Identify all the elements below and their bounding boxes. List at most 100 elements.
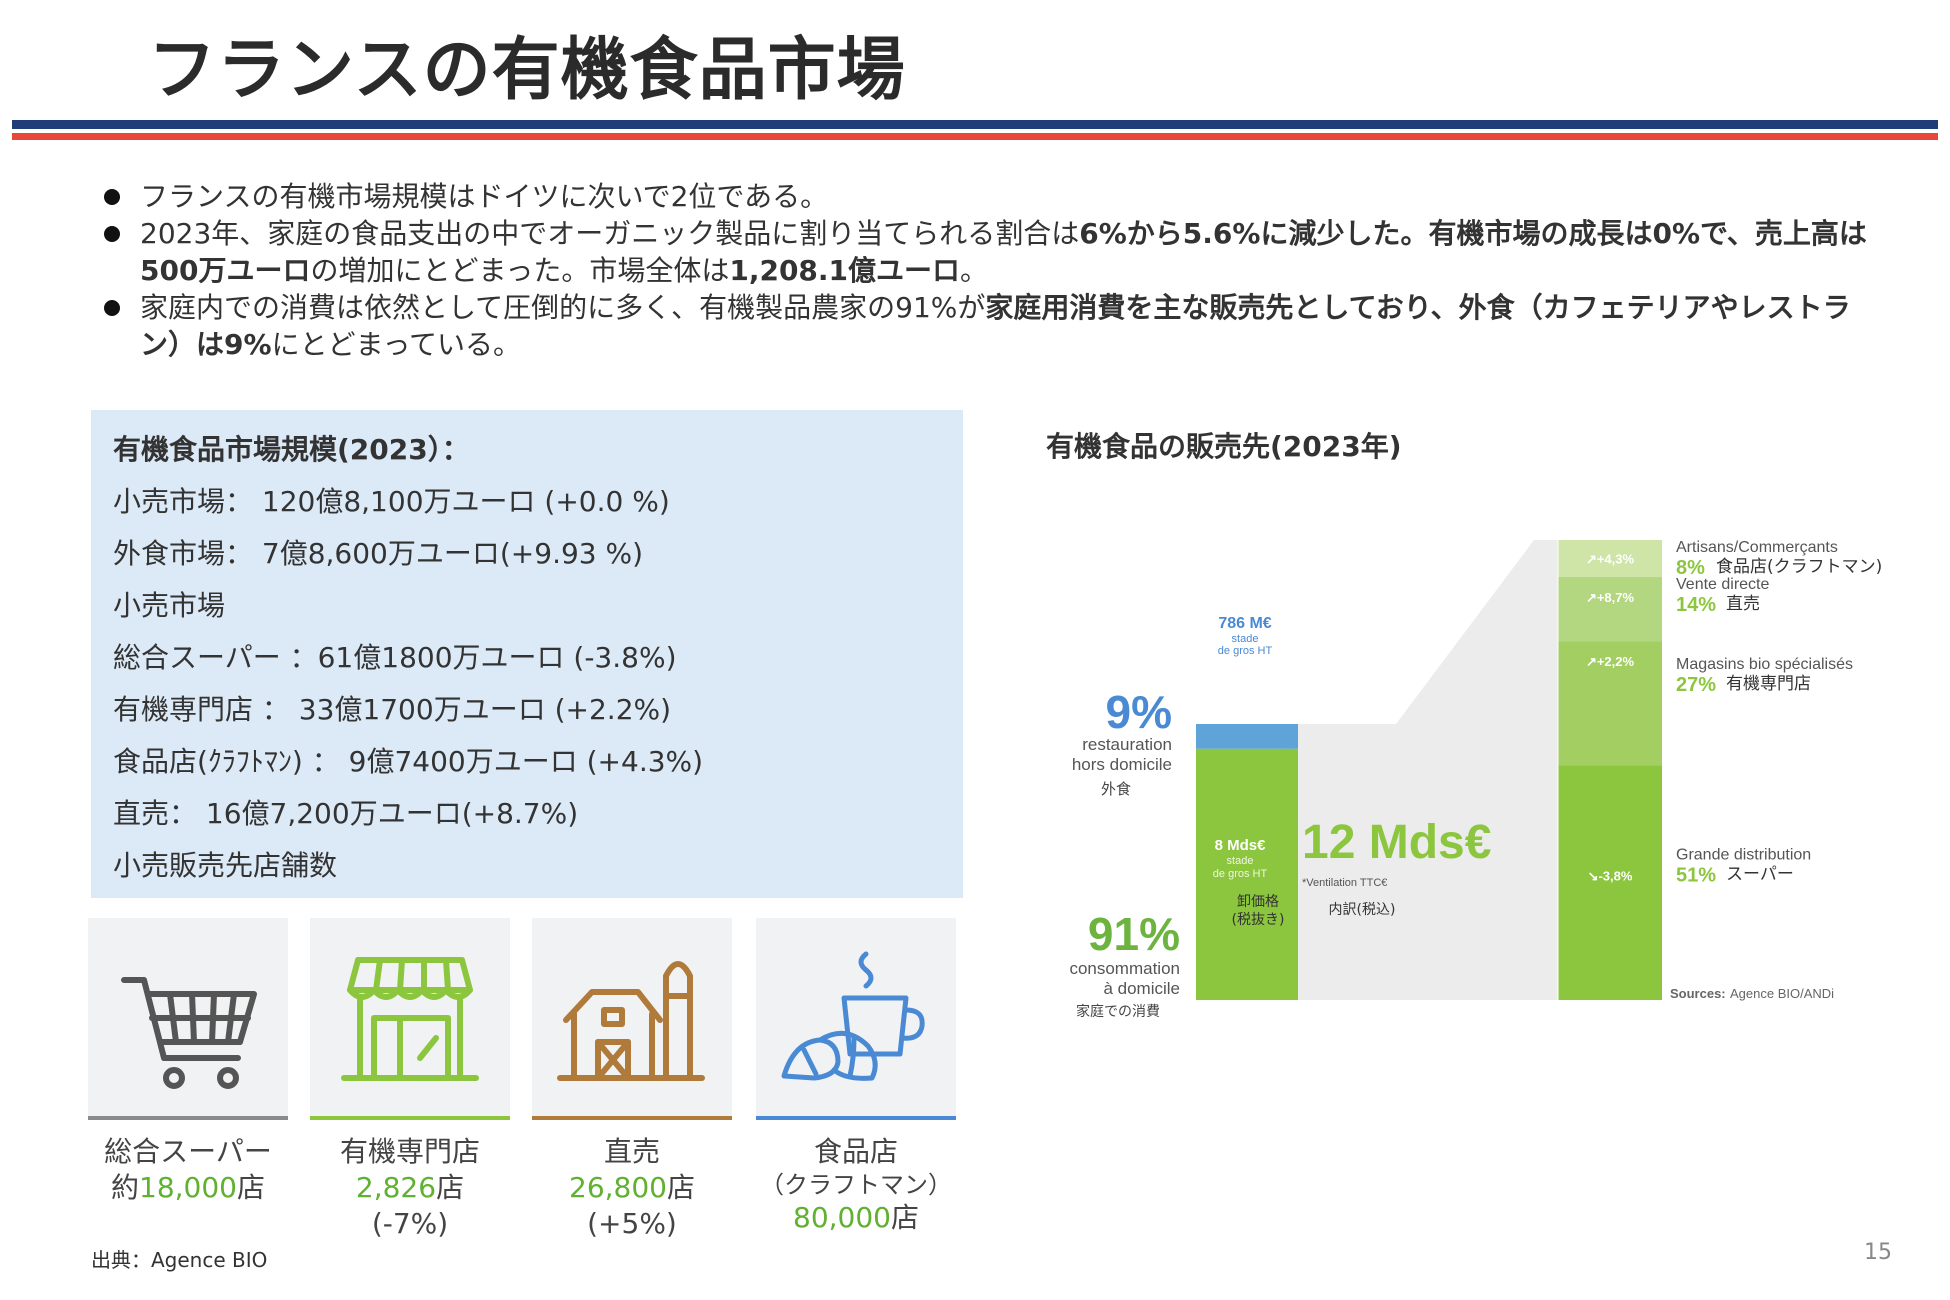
label-91-fr-line2: à domicile xyxy=(1103,979,1180,998)
value-8mds-sub1: stade xyxy=(1227,855,1254,867)
barn-silo-icon xyxy=(557,961,705,1081)
bullet-bold-text: 6%から5.6%に減少した。有機市場の成長は0%で、売上高は500万ユーロ xyxy=(140,217,1867,287)
bullet-text: にとどまっている。 xyxy=(271,328,522,361)
store-unit: 店 xyxy=(890,1201,919,1234)
market-size-box: 有機食品市場規模(2023）： 小売市場： 120億8,100万ユーロ (+0.… xyxy=(91,410,963,898)
title-band-red xyxy=(12,133,1938,140)
storefront-icon xyxy=(341,957,479,1081)
right-bar-segment-organic-shops xyxy=(1558,641,1662,766)
market-line: 直売： 16億7,200万ユーロ(+8.7%) xyxy=(113,797,579,830)
title-band-navy xyxy=(12,120,1938,129)
store-count: 18,000 xyxy=(139,1171,237,1204)
card-underline xyxy=(756,1116,956,1120)
segment-percent: 51% xyxy=(1676,864,1716,886)
label-91-jp: 家庭での消費 xyxy=(1076,1003,1160,1020)
segment-percent: 14% xyxy=(1676,594,1716,616)
store-unit: 店 xyxy=(666,1171,695,1204)
chart-connector xyxy=(1286,540,1558,1000)
page-title: フランスの有機食品市場 xyxy=(148,31,906,110)
market-line: 食品店(ｸﾗﾌﾄﾏﾝ) ： 9億7400万ユーロ (+4.3%) xyxy=(113,745,704,778)
bullet-dot-icon xyxy=(104,226,120,242)
value-786-sub1: stade xyxy=(1232,633,1259,645)
left-bar-segment-home xyxy=(1196,748,1298,1000)
segment-name-jp: 有機専門店 xyxy=(1726,674,1811,694)
label-91-fr-line1: consommation xyxy=(1069,959,1180,978)
bullet-bold-text: 家庭用消費を主な販売先としており、外食（カフェテリアやレストラン）は xyxy=(140,291,1851,361)
label-9-fr-line1: restauration xyxy=(1082,735,1172,754)
store-name: 総合スーパー xyxy=(104,1135,272,1168)
right-bar-segment-supermarket xyxy=(1558,765,1662,1000)
sales-channel-chart: 9% restauration hors domicile 外食 91% con… xyxy=(1069,540,1882,1020)
total-note: *Ventilation TTC€ xyxy=(1302,877,1387,889)
right-bar-segment-artisans xyxy=(1558,540,1662,577)
total-jp: 内訳(税込) xyxy=(1329,902,1396,918)
sources-text: Agence BIO/ANDi xyxy=(1730,986,1834,1001)
segment-name-fr: Artisans/Commerçants xyxy=(1676,540,1838,556)
bullet-bold-text: 9% xyxy=(224,328,272,361)
market-line: 外食市場： 7億8,600万ユーロ(+9.93 %) xyxy=(113,537,644,570)
store-count: 2,826 xyxy=(355,1171,437,1204)
value-8mds: 8 Mds€ xyxy=(1215,837,1267,854)
store-name: 有機専門店 xyxy=(339,1135,480,1168)
bullet-item: フランスの有機市場規模はドイツに次いで2位である。 xyxy=(104,178,1884,215)
store-card-direct-sales xyxy=(532,918,732,1120)
label-9-jp: 外食 xyxy=(1101,780,1131,798)
segment-change-label: ↗+2,2% xyxy=(1586,654,1635,669)
segment-change-label: ↗+4,3% xyxy=(1586,551,1635,566)
bullet-bold-text: 1,208.1億ユーロ xyxy=(729,254,961,287)
title-band-white xyxy=(12,129,1938,133)
bullet-dot-icon xyxy=(104,189,120,205)
store-caption-direct-sales: 直売 26,800店 (+5%) xyxy=(532,1134,732,1242)
store-card-organic-shop xyxy=(310,918,510,1120)
market-heading: 有機食品市場規模(2023）： xyxy=(113,433,470,466)
value-8mds-jp1: 卸価格 xyxy=(1237,894,1279,910)
segment-change-label: ↘-3,8% xyxy=(1588,868,1633,883)
card-underline xyxy=(310,1116,510,1120)
total-label: 12 Mds€ xyxy=(1302,816,1491,869)
chart-title: 有機食品の販売先(2023年) xyxy=(1046,430,1402,463)
segment-name-jp: スーパー xyxy=(1726,864,1794,884)
right-bar-segment-direct xyxy=(1558,576,1662,642)
value-786-sub2: de gros HT xyxy=(1218,645,1273,657)
store-caption-artisan: 食品店 （クラフトマン） 80,000店 xyxy=(756,1134,956,1236)
store-caption-organic-shop: 有機専門店 2,826店 (-7%) xyxy=(310,1134,510,1242)
croissant-coffee-icon xyxy=(781,951,925,1081)
bullet-item: 家庭内での消費は依然として圧倒的に多く、有機製品農家の91%が家庭用消費を主な販… xyxy=(104,289,1884,363)
bullet-dot-icon xyxy=(104,300,120,316)
bullet-list: フランスの有機市場規模はドイツに次いで2位である。 2023年、家庭の食品支出の… xyxy=(104,178,1884,363)
store-unit: 店 xyxy=(436,1171,465,1204)
label-91-percent: 91% xyxy=(1088,908,1180,960)
sources-label: Sources: xyxy=(1670,986,1726,1001)
store-card-artisan xyxy=(756,918,956,1120)
card-underline xyxy=(532,1116,732,1120)
segment-percent: 8% xyxy=(1676,557,1705,579)
store-card-supermarket xyxy=(88,918,288,1120)
store-unit: 店 xyxy=(236,1171,265,1204)
bullet-text: 。 xyxy=(960,254,989,287)
segment-name-jp: 食品店(クラフトマン) xyxy=(1716,557,1882,577)
value-8mds-jp2: (税抜き) xyxy=(1232,912,1285,928)
store-prefix: 約 xyxy=(110,1171,139,1204)
segment-name-jp: 直売 xyxy=(1726,594,1760,614)
segment-name-fr: Vente directe xyxy=(1676,576,1770,593)
store-count: 80,000 xyxy=(793,1201,891,1234)
market-line: 有機専門店 ： 33億1700万ユーロ (+2.2%) xyxy=(113,693,672,726)
store-name: 直売 xyxy=(603,1135,660,1168)
store-name: 食品店 xyxy=(813,1135,898,1168)
store-change: (+5%) xyxy=(587,1207,677,1240)
value-786: 786 M€ xyxy=(1218,615,1271,632)
segment-change-label: ↗+8,7% xyxy=(1586,590,1635,605)
value-8mds-sub2: de gros HT xyxy=(1213,868,1268,880)
bullet-item: 2023年、家庭の食品支出の中でオーガニック製品に割り当てられる割合は6%から5… xyxy=(104,215,1884,289)
shopping-cart-icon xyxy=(121,977,257,1089)
bullet-text: 家庭内での消費は依然として圧倒的に多く、有機製品農家の91%が xyxy=(140,291,986,324)
left-bar-segment-restaurant xyxy=(1196,724,1298,749)
label-9-percent: 9% xyxy=(1106,686,1172,738)
segment-percent: 27% xyxy=(1676,674,1716,696)
store-count: 26,800 xyxy=(569,1171,667,1204)
store-subname: （クラフトマン） xyxy=(760,1171,952,1199)
bullet-text: フランスの有機市場規模はドイツに次いで2位である。 xyxy=(140,180,829,213)
market-line: 小売市場 xyxy=(113,589,226,622)
card-underline xyxy=(88,1116,288,1120)
